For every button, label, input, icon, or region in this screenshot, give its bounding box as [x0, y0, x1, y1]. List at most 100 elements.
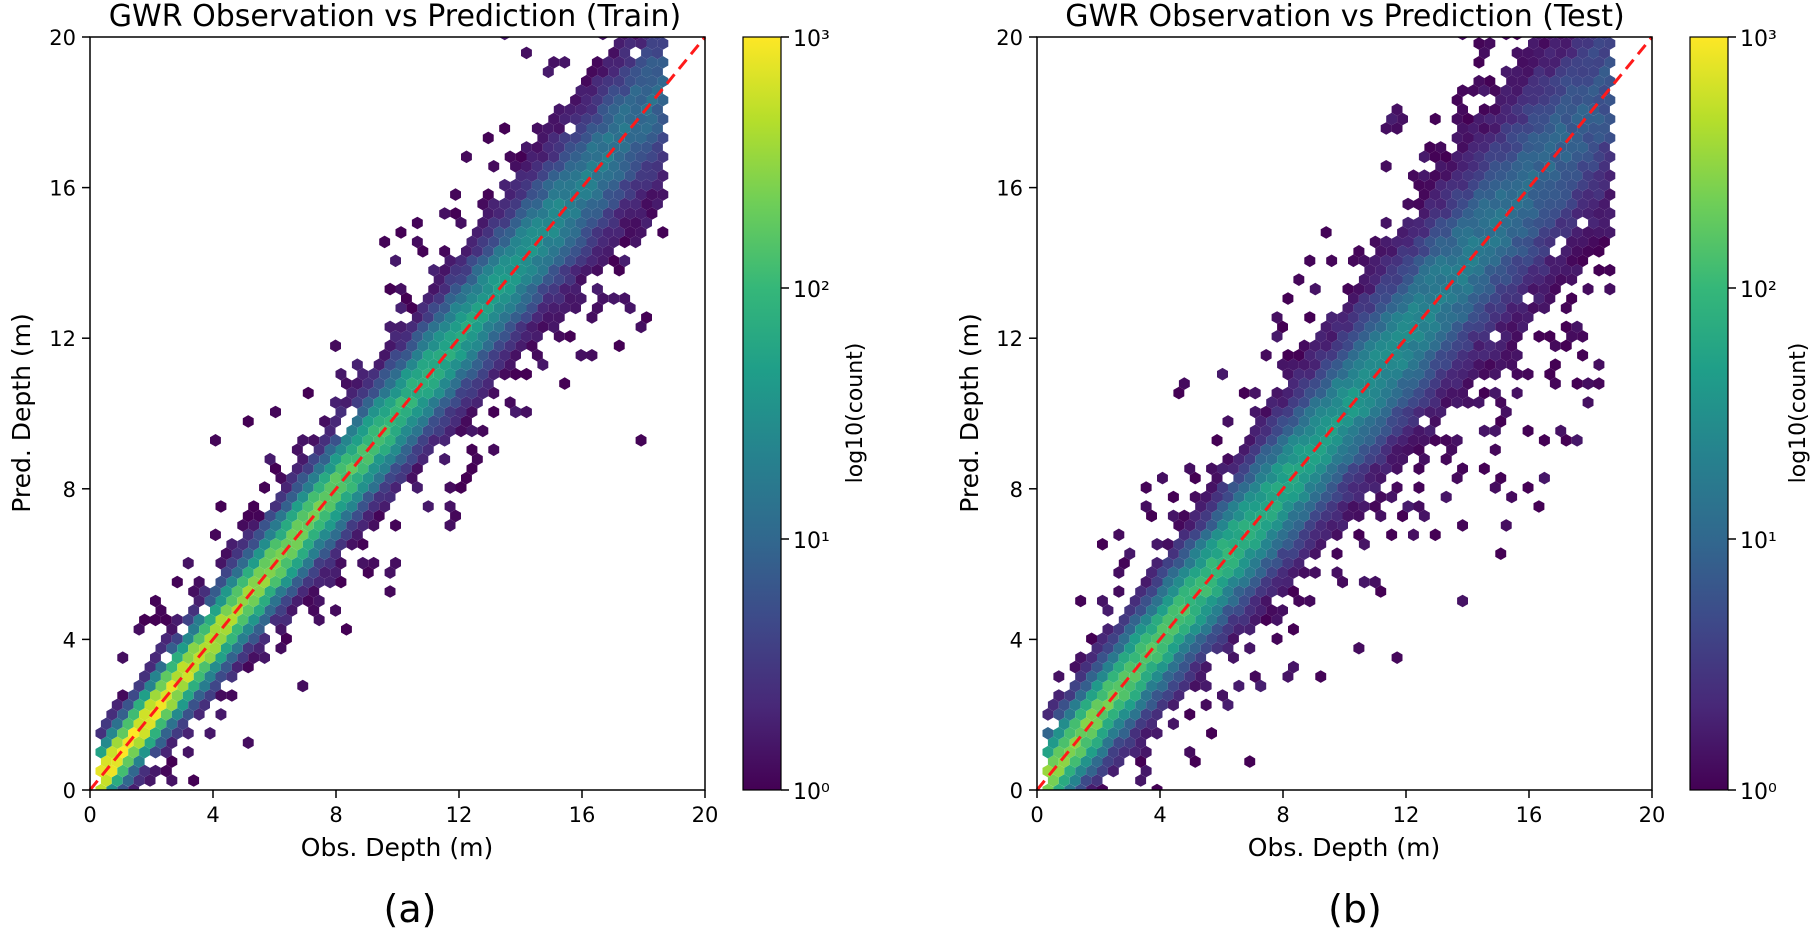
hexbin-cell [1555, 273, 1567, 286]
hexbin-cell [1162, 651, 1174, 664]
hexbin-cell [1173, 594, 1185, 608]
hexbin-cell [384, 471, 396, 485]
hexbin-cell [1511, 37, 1523, 41]
hexbin-cell [166, 736, 178, 749]
hexbin-cell [1391, 443, 1403, 457]
hexbin-cell [188, 585, 200, 598]
hexbin-cell [1200, 623, 1212, 636]
hexbin-cell [1315, 367, 1327, 381]
hexbin-cell [1075, 745, 1087, 759]
hexbin-cell [1418, 396, 1430, 409]
hexbin-cell [1571, 263, 1583, 277]
hexbin-cell [302, 519, 314, 532]
hexbin-cell [1331, 320, 1343, 334]
x-tick-label: 16 [1516, 803, 1543, 827]
hexbin-cell [150, 594, 161, 608]
hexbin-cell [1593, 150, 1605, 164]
hexbin-cell [1080, 660, 1092, 674]
hexbin-cell [1538, 434, 1550, 447]
hexbin-cell [570, 263, 581, 277]
hexbin-cell [1478, 254, 1490, 268]
hexbin-cell [1408, 528, 1419, 542]
hexbin-cell [1593, 207, 1605, 220]
hexbin-cell [1304, 254, 1316, 268]
hexbin-cell [575, 197, 587, 211]
hexbin-cell [1468, 273, 1479, 286]
hexbin-cell [1446, 311, 1458, 324]
hexbin-cell [1260, 500, 1272, 513]
hexbin-cell [1277, 528, 1288, 542]
hexbin-cell [210, 660, 221, 674]
hexbin-cell [450, 282, 461, 296]
hexbin-cell [657, 37, 669, 50]
hexbin-cell [1489, 178, 1501, 192]
hexbin-cell [619, 292, 631, 305]
hexbin-cell [586, 349, 598, 362]
hexbin-cell [1369, 254, 1381, 268]
hexbin-cell [1571, 56, 1583, 69]
hexbin-cell [422, 330, 434, 343]
hexbin-cell [1560, 301, 1572, 315]
hexbin-cell [477, 330, 489, 343]
hexbin-cell [515, 188, 527, 201]
hexbin-cell [1282, 386, 1294, 400]
hexbin-cell [630, 84, 642, 97]
hexbin-cell [1484, 282, 1496, 296]
hexbin-cell [657, 93, 669, 107]
hexbin-cell [1538, 471, 1550, 485]
hexbin-cell [1413, 481, 1425, 494]
hexbin-cell [1435, 254, 1447, 268]
hexbin-cell [1178, 509, 1190, 523]
hexbin-cell [1506, 490, 1518, 504]
hexbin-cell [1244, 452, 1256, 466]
hexbin-cell [1320, 434, 1332, 447]
hexbin-cell [1326, 311, 1338, 324]
hexbin-cell [504, 358, 516, 371]
colorbar-tick-label: 10³ [793, 27, 830, 52]
hexbin-cell [1118, 745, 1130, 759]
hexbin-cell [1195, 575, 1207, 589]
hexbin-cell [1484, 188, 1496, 201]
hexbin-cell [1277, 471, 1288, 485]
hexbin-cell [1348, 311, 1359, 324]
hexbin-cell [373, 377, 385, 390]
hexbin-cell [1102, 755, 1114, 768]
hexbin-cell [531, 141, 543, 154]
hexbin-cell [1544, 330, 1556, 343]
hexbin-cell [1599, 197, 1610, 211]
hexbin-cell [357, 538, 369, 551]
hexbin-cell [335, 443, 347, 457]
hexbin-cell [1457, 254, 1468, 268]
hexbin-cell [384, 490, 396, 504]
hexbin-cell [1577, 160, 1589, 173]
hexbin-cell [1135, 736, 1147, 749]
hexbin-cell [1408, 358, 1419, 371]
hexbin-cell [144, 698, 156, 712]
hexbin-cell [1555, 216, 1567, 230]
hexbin-cell [1560, 56, 1572, 69]
hexbin-cell [1457, 462, 1468, 475]
hexbin-cell [1358, 386, 1370, 400]
hexbin-cell [275, 490, 287, 504]
hexbin-cell [1140, 500, 1152, 513]
hexbin-cell [1489, 481, 1501, 494]
hexbin-cell [548, 320, 560, 334]
hexbin-cell [1604, 131, 1616, 145]
hexbin-cell [1495, 339, 1507, 353]
hexbin-cell [264, 452, 276, 466]
hexbin-cell [144, 717, 156, 731]
chart-title: GWR Observation vs Prediction (Test) [1065, 0, 1624, 34]
x-tick-label: 20 [692, 803, 719, 827]
hexbin-cell [613, 131, 625, 145]
hexbin-cell [444, 367, 456, 381]
hexbin-cell [166, 717, 178, 731]
hexbin-cell [559, 112, 571, 126]
hexbin-cell [1249, 462, 1261, 475]
hexbin-cell [526, 282, 538, 296]
hexbin-cell [461, 339, 472, 353]
hexbin-cell [1304, 462, 1316, 475]
hexbin-cell [1397, 339, 1408, 353]
hexbin-cell [619, 197, 631, 211]
hexbin-cell [1260, 424, 1272, 438]
